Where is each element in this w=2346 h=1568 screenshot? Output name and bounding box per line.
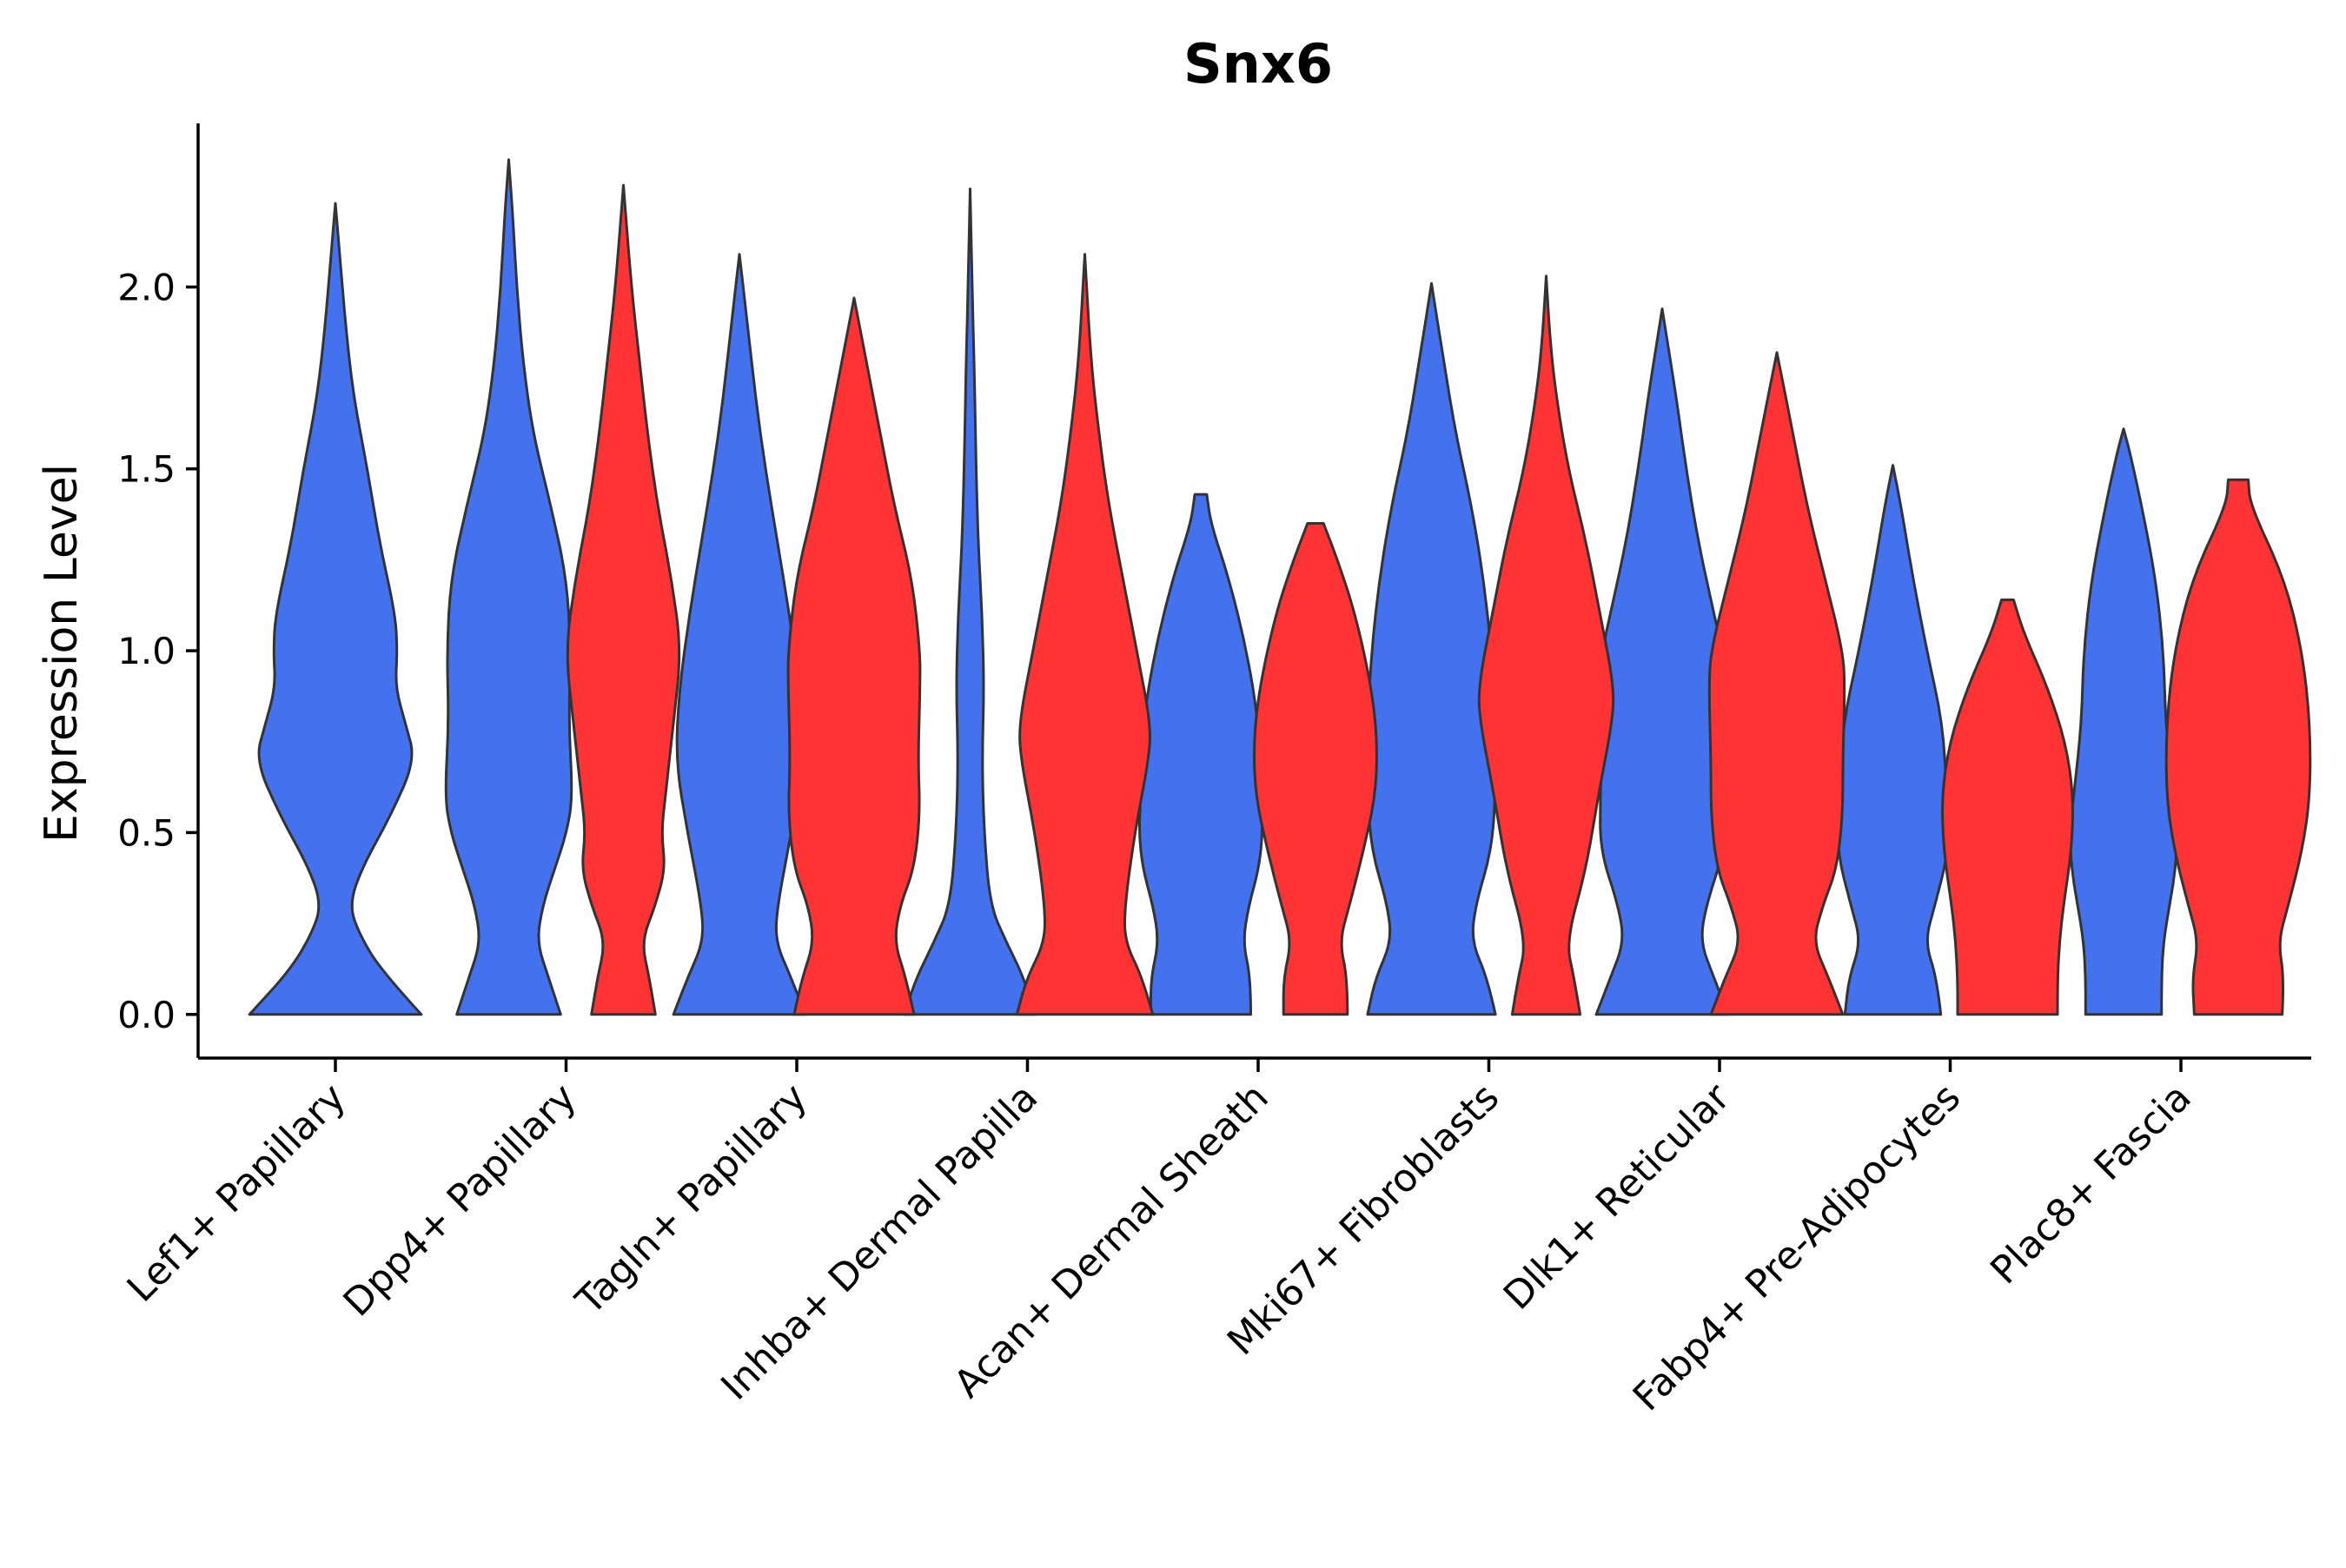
axes-layer	[196, 123, 2311, 1060]
chart-title: Snx6	[1183, 32, 1333, 96]
violin-red-5	[1477, 275, 1615, 1016]
x-tick-label-1: Dpp4+ Papillary	[335, 1075, 586, 1326]
violin-red-2	[786, 296, 922, 1016]
y-tick-label-1.0: 1.0	[117, 630, 176, 672]
violin-blue-7	[1836, 464, 1950, 1016]
violin-blue-1	[444, 158, 573, 1016]
violin-red-1	[566, 183, 681, 1016]
x-tick-label-6: Dlk1+ Reticular	[1495, 1075, 1740, 1319]
x-tick-label-2: Tagln+ Papillary	[567, 1075, 816, 1324]
violin-blue-4	[1137, 493, 1264, 1016]
y-tick-label-0.0: 0.0	[117, 994, 176, 1036]
violin-blue-2	[672, 253, 807, 1016]
violin-blue-6	[1594, 308, 1730, 1016]
y-ticks: 0.0 0.5 1.0 1.5 2.0	[117, 266, 198, 1036]
violin-red-8	[2164, 478, 2312, 1016]
x-tick-label-0: Lef1+ Papillary	[119, 1075, 355, 1311]
y-axis-label: Expression Level	[36, 464, 88, 843]
y-tick-label-1.5: 1.5	[117, 448, 176, 491]
violin-blue-5	[1366, 281, 1497, 1016]
violin-red-7	[1941, 599, 2074, 1016]
violin-red-3	[1015, 253, 1155, 1016]
y-tick-label-0.5: 0.5	[117, 811, 176, 854]
violin-red-4	[1253, 522, 1378, 1016]
violin-blue-0	[248, 202, 423, 1016]
y-tick-label-2.0: 2.0	[117, 266, 176, 308]
violin-blue-3	[903, 187, 1037, 1016]
violins-layer	[248, 158, 2312, 1016]
x-tick-label-8: Plac8+ Fascia	[1982, 1075, 2200, 1293]
violin-blue-8	[2069, 427, 2178, 1016]
violin-red-6	[1707, 351, 1846, 1016]
